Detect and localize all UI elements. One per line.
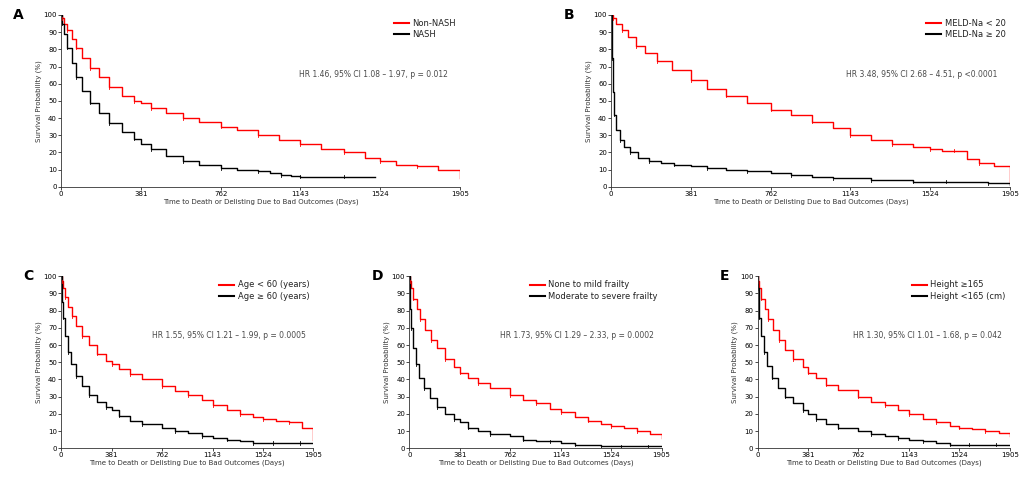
X-axis label: Time to Death or Delisting Due to Bad Outcomes (Days): Time to Death or Delisting Due to Bad Ou… [785,460,980,466]
Y-axis label: Survival Probability (%): Survival Probability (%) [585,60,592,142]
Legend: Age < 60 (years), Age ≥ 60 (years): Age < 60 (years), Age ≥ 60 (years) [217,279,311,302]
X-axis label: Time to Death or Delisting Due to Bad Outcomes (Days): Time to Death or Delisting Due to Bad Ou… [437,460,633,466]
Text: HR 1.46, 95% CI 1.08 – 1.97, p = 0.012: HR 1.46, 95% CI 1.08 – 1.97, p = 0.012 [299,70,447,79]
X-axis label: Time to Death or Delisting Due to Bad Outcomes (Days): Time to Death or Delisting Due to Bad Ou… [90,460,285,466]
Legend: None to mild frailty, Moderate to severe frailty: None to mild frailty, Moderate to severe… [528,279,658,302]
Legend: Height ≥165, Height <165 (cm): Height ≥165, Height <165 (cm) [909,279,1007,302]
Text: HR 1.30, 95% CI 1.01 – 1.68, p = 0.042: HR 1.30, 95% CI 1.01 – 1.68, p = 0.042 [853,331,1002,340]
Y-axis label: Survival Probability (%): Survival Probability (%) [36,321,42,403]
X-axis label: Time to Death or Delisting Due to Bad Outcomes (Days): Time to Death or Delisting Due to Bad Ou… [712,198,908,205]
Text: HR 1.73, 95% CI 1.29 – 2.33, p = 0.0002: HR 1.73, 95% CI 1.29 – 2.33, p = 0.0002 [499,331,653,340]
Text: C: C [23,269,34,283]
Text: D: D [371,269,383,283]
Legend: Non-NASH, NASH: Non-NASH, NASH [391,17,457,41]
Text: HR 1.55, 95% CI 1.21 – 1.99, p = 0.0005: HR 1.55, 95% CI 1.21 – 1.99, p = 0.0005 [152,331,306,340]
Text: A: A [13,8,24,22]
X-axis label: Time to Death or Delisting Due to Bad Outcomes (Days): Time to Death or Delisting Due to Bad Ou… [162,198,358,205]
Text: B: B [562,8,574,22]
Text: HR 3.48, 95% CI 2.68 – 4.51, p <0.0001: HR 3.48, 95% CI 2.68 – 4.51, p <0.0001 [846,70,997,79]
Text: E: E [719,269,729,283]
Y-axis label: Survival Probability (%): Survival Probability (%) [732,321,738,403]
Y-axis label: Survival Probability (%): Survival Probability (%) [36,60,42,142]
Legend: MELD-Na < 20, MELD-Na ≥ 20: MELD-Na < 20, MELD-Na ≥ 20 [924,17,1007,41]
Y-axis label: Survival Probability (%): Survival Probability (%) [383,321,390,403]
